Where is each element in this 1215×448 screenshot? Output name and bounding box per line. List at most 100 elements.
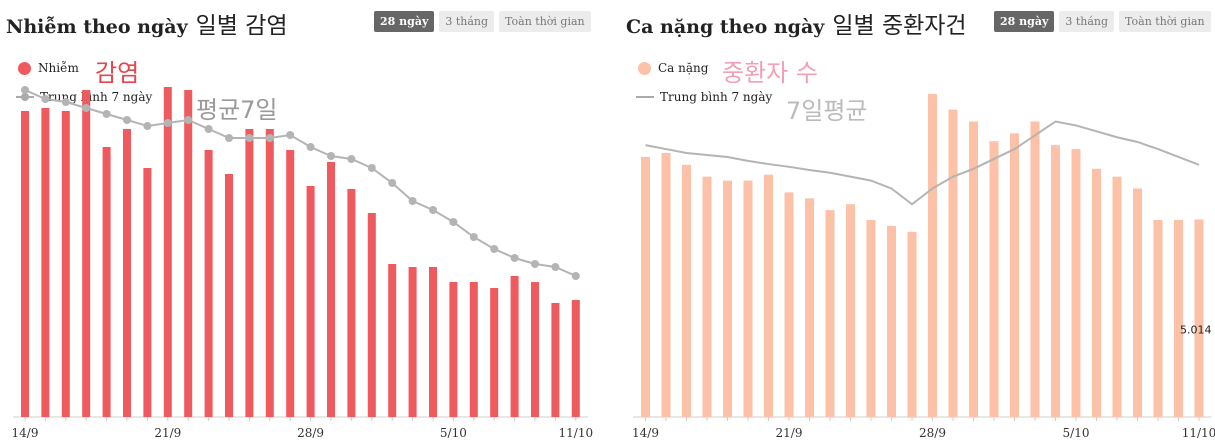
bar [265, 129, 274, 417]
bar [825, 210, 835, 417]
severe-legend-label: Ca nặng [658, 61, 709, 75]
x-tick-label: 21/9 [154, 426, 181, 440]
bar [1051, 145, 1060, 417]
bar [490, 288, 499, 417]
bar [123, 129, 131, 417]
bar [948, 109, 958, 418]
bar [510, 276, 519, 417]
average-point [388, 179, 397, 187]
severe-title-row: Ca nặng theo ngày 일별 중환자건 [626, 6, 967, 40]
x-tick-label: 14/9 [632, 426, 659, 440]
average-point [163, 119, 172, 127]
average-line [24, 89, 577, 277]
tab-28-days[interactable]: 28 ngày [374, 11, 435, 32]
average-point [265, 134, 274, 142]
average-point [429, 206, 437, 214]
x-tick-label: 28/9 [919, 426, 946, 440]
average-point [41, 95, 50, 103]
bar [551, 303, 560, 417]
average-point [184, 116, 193, 124]
average-point [102, 110, 111, 118]
bar [723, 180, 732, 417]
bar [204, 150, 213, 417]
average-point [510, 254, 519, 262]
average-point [449, 218, 458, 226]
average-point [347, 155, 356, 163]
bar [887, 225, 896, 417]
bar [408, 267, 417, 417]
average-point [306, 143, 315, 151]
bar [102, 147, 111, 417]
bar [245, 129, 254, 417]
infection-legend-bar: Nhiễm [18, 61, 79, 75]
bar [702, 176, 712, 417]
severe-title-ko: 일별 중환자건 [832, 13, 967, 39]
average-point [123, 116, 131, 124]
average-point [367, 164, 376, 172]
bar [286, 150, 295, 417]
tab-3-months[interactable]: 3 tháng [1059, 11, 1115, 32]
last-value-label: 5.014 [1180, 323, 1212, 336]
severe-chart: 14/9 21/9 28/9 5/10 11/10 5.014 [632, 93, 1215, 440]
bar [1153, 220, 1163, 417]
x-tick-label: 5/10 [1063, 426, 1090, 440]
average-point [245, 134, 254, 142]
bar [327, 162, 335, 417]
bar [469, 282, 478, 417]
average-point [408, 197, 417, 205]
x-tick-label: 14/9 [12, 426, 39, 440]
bar [641, 156, 650, 417]
bar [1071, 149, 1081, 417]
severe-legend-line: Trung bình 7 ngày [636, 90, 772, 104]
severe-dot-icon [638, 61, 651, 75]
infection-dot-icon [18, 61, 31, 75]
x-tick-label: 11/10 [1182, 426, 1215, 440]
bar [928, 93, 937, 418]
bar [1112, 176, 1122, 417]
tab-all-time[interactable]: Toàn thời gian [1119, 11, 1211, 32]
average-point [531, 260, 539, 268]
average-point [204, 125, 213, 133]
infection-title-row: Nhiễm theo ngày 일별 감염 [6, 6, 288, 40]
bar [163, 87, 172, 417]
x-tick-label: 5/10 [440, 426, 467, 440]
infection-legend-label: Nhiễm [38, 61, 79, 75]
infection-range-tabs: 28 ngày 3 tháng Toàn thời gian [374, 11, 591, 32]
tab-all-time[interactable]: Toàn thời gian [499, 11, 591, 32]
severe-range-tabs: 28 ngày 3 tháng Toàn thời gian [994, 11, 1211, 32]
bar [1010, 133, 1019, 417]
average-point [571, 272, 580, 280]
bar [41, 108, 50, 417]
severe-panel: Ca nặng theo ngày 일별 중환자건 28 ngày 3 thán… [620, 0, 1215, 448]
bar [784, 192, 794, 417]
tab-3-months[interactable]: 3 tháng [439, 11, 495, 32]
average-point [286, 131, 295, 139]
infection-title-ko: 일별 감염 [195, 13, 288, 39]
bar [743, 180, 753, 417]
bar [21, 111, 29, 417]
bar [764, 174, 773, 417]
severe-legend-ko: 중환자 수 [722, 59, 818, 87]
average-point [21, 86, 29, 94]
bar [1092, 168, 1101, 417]
bar [225, 174, 233, 417]
bar [1194, 219, 1204, 417]
severe-title: Ca nặng theo ngày [626, 16, 825, 38]
bar [1174, 220, 1183, 417]
bar [866, 220, 876, 417]
bar [989, 141, 999, 417]
infection-chart: 14/9 21/9 28/9 5/10 11/10 [12, 86, 593, 440]
bar [1030, 121, 1040, 417]
bar [367, 213, 376, 417]
average-point [490, 245, 499, 253]
average-point [143, 122, 152, 130]
bar [1133, 188, 1142, 417]
avg-line-icon [636, 96, 654, 98]
severe-legend-line-ko: 7일평균 [786, 97, 868, 125]
tab-28-days[interactable]: 28 ngày [994, 11, 1055, 32]
severe-legend-bar: Ca nặng [638, 61, 708, 75]
infection-title: Nhiễm theo ngày [6, 16, 188, 38]
bar [143, 168, 152, 417]
bar [184, 90, 193, 417]
average-point [82, 104, 91, 112]
